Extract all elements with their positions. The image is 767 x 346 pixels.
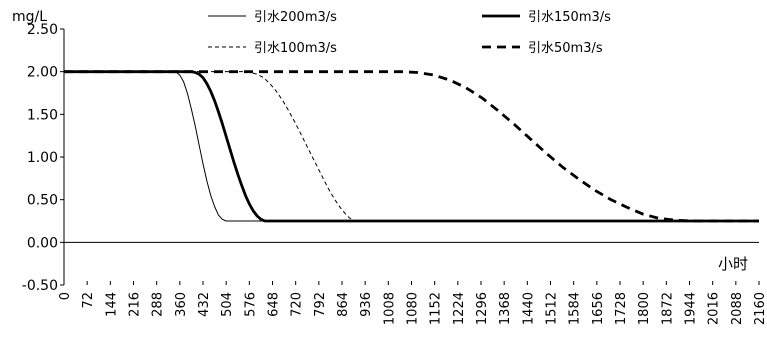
legend-label-4: 引水50m3/s [528,41,603,56]
y-tick-label: 0.50 [27,193,58,209]
y-axis: -0.50 0.00 0.50 1.00 1.50 2.00 2.50 [22,22,65,294]
x-tick-label: 288 [151,292,166,317]
x-axis-label: 小时 [718,255,748,273]
y-tick-label: 0.00 [27,235,58,251]
x-tick-label: 576 [243,292,258,317]
x-tick-label: 360 [174,292,189,317]
x-tick-label: 936 [359,292,374,317]
x-tick-label: 1224 [452,292,467,325]
x-tick-label: 720 [290,292,305,317]
series-line-2 [64,70,759,223]
x-tick-label: 216 [128,292,143,317]
x-tick-label: 2160 [753,292,767,325]
x-tick-label: 1728 [614,292,629,325]
x-tick-label: 1368 [498,292,513,325]
x-tick-label: 1944 [684,292,699,325]
x-tick-label: 1440 [521,292,536,325]
y-tick-label: 1.50 [27,107,58,123]
x-axis: 0 72 144 216 288 360 432 504 576 648 720 792 864 936 1… [58,241,767,325]
x-tick-label: 144 [104,292,119,317]
y-tick-label: 2.00 [27,65,58,81]
x-tick-label: 1512 [545,292,560,325]
y-tick-label: 2.50 [27,22,58,38]
x-tick-label: 648 [267,292,282,317]
x-tick-label: 2088 [730,292,745,325]
x-tick-label: 1584 [568,292,583,325]
x-tick-label: 72 [81,292,96,309]
x-tick-label: 2016 [707,292,722,325]
x-tick-label: 1800 [637,292,652,325]
y-tick-label: 1.00 [27,150,58,166]
series-line-4 [64,70,759,223]
x-tick-label: 864 [336,292,351,317]
x-tick-label: 504 [220,292,235,317]
y-tick-label: -0.50 [22,278,58,294]
x-tick-label: 1296 [475,292,490,325]
x-tick-label: 1008 [382,292,397,325]
series-line-1 [64,71,759,222]
x-tick-label: 0 [58,292,73,300]
legend-label-2: 引水150m3/s [528,10,611,25]
legend: 引水200m3/s 引水150m3/s 引水100m3/s 引水50m3/s [208,10,611,56]
y-axis-label: mg/L [12,9,47,25]
legend-label-3: 引水100m3/s [254,41,337,56]
x-tick-label: 432 [197,292,212,317]
x-tick-label: 1656 [591,292,606,325]
series-lines [64,70,759,223]
legend-label-1: 引水200m3/s [254,10,337,25]
series-line-3 [64,71,759,222]
x-tick-label: 1080 [406,292,421,325]
x-tick-label: 1872 [660,292,675,325]
x-tick-label: 792 [313,292,328,317]
x-tick-label: 1152 [429,292,444,325]
